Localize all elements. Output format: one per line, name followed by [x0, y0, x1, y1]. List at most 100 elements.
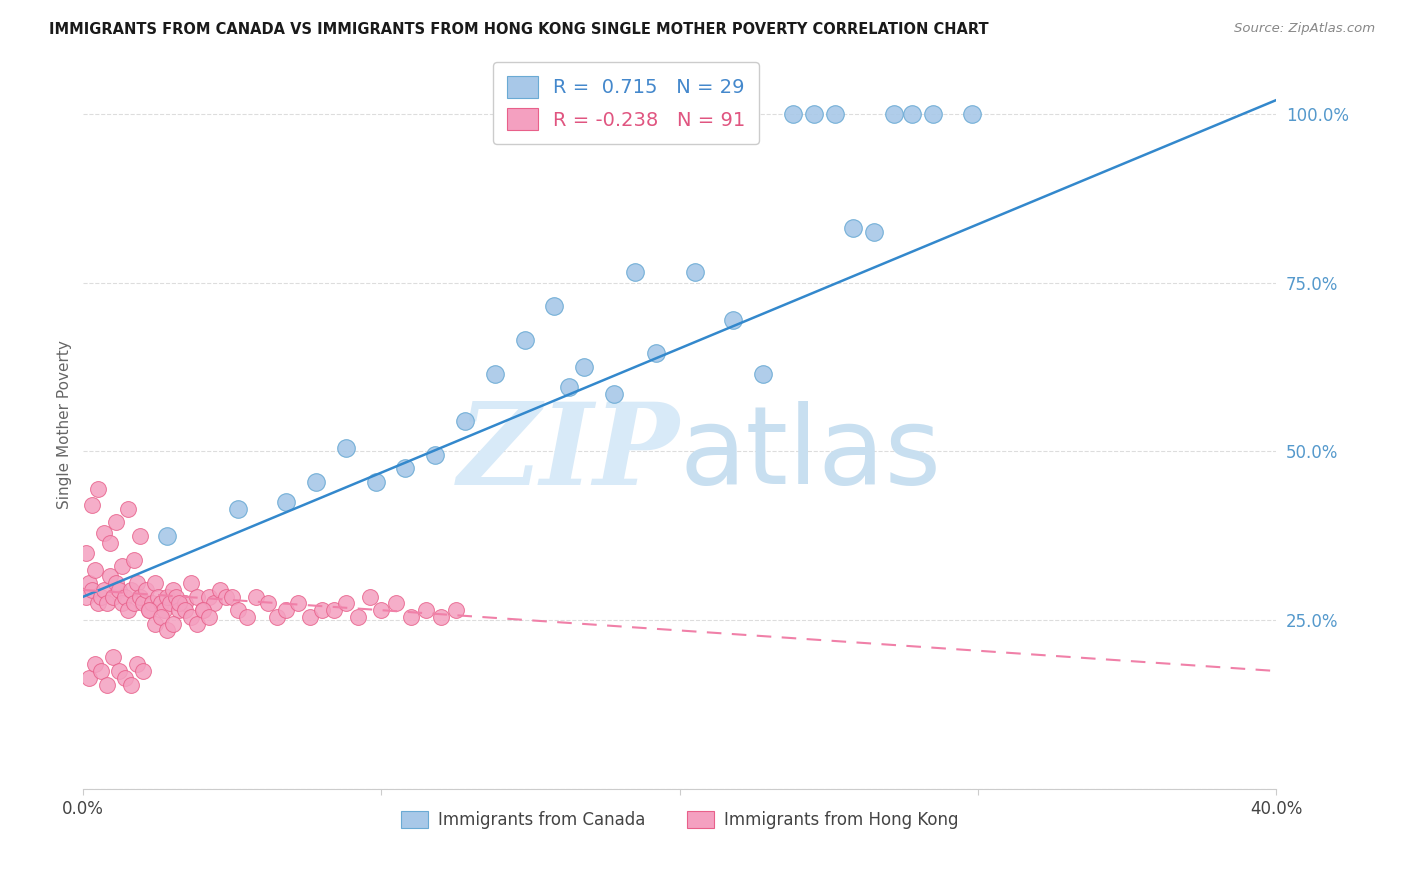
Point	[370, 603, 392, 617]
Point	[359, 590, 381, 604]
Text: atlas: atlas	[679, 401, 942, 507]
Point	[191, 603, 214, 617]
Point	[82, 499, 104, 513]
Point	[96, 596, 118, 610]
Point	[101, 650, 124, 665]
Point	[101, 590, 124, 604]
Point	[415, 603, 437, 617]
Point	[135, 582, 157, 597]
Point	[228, 603, 250, 617]
Point	[186, 616, 208, 631]
Point	[215, 590, 238, 604]
Point	[364, 475, 387, 489]
Point	[141, 596, 163, 610]
Point	[156, 624, 179, 638]
Point	[87, 482, 110, 496]
Point	[385, 596, 408, 610]
Point	[574, 359, 596, 374]
Point	[125, 576, 148, 591]
Point	[454, 414, 477, 428]
Point	[752, 367, 775, 381]
Point	[197, 610, 219, 624]
Point	[138, 603, 160, 617]
Point	[257, 596, 280, 610]
Point	[149, 610, 172, 624]
Point	[122, 596, 145, 610]
Point	[558, 380, 581, 394]
Point	[159, 596, 181, 610]
Point	[180, 576, 202, 591]
Point	[132, 664, 155, 678]
Point	[90, 590, 112, 604]
Point	[960, 106, 983, 120]
Point	[346, 610, 368, 624]
Point	[143, 616, 166, 631]
Point	[162, 616, 184, 631]
Point	[266, 610, 288, 624]
Point	[305, 475, 328, 489]
Point	[129, 529, 152, 543]
Point	[96, 677, 118, 691]
Point	[162, 582, 184, 597]
Point	[173, 603, 195, 617]
Point	[236, 610, 259, 624]
Point	[603, 387, 626, 401]
Point	[114, 590, 136, 604]
Point	[311, 603, 333, 617]
Point	[146, 590, 169, 604]
Point	[298, 610, 321, 624]
Point	[75, 590, 97, 604]
Point	[274, 495, 297, 509]
Point	[543, 299, 565, 313]
Point	[430, 610, 453, 624]
Point	[98, 535, 121, 549]
Legend: Immigrants from Canada, Immigrants from Hong Kong: Immigrants from Canada, Immigrants from …	[395, 804, 965, 836]
Point	[274, 603, 297, 617]
Text: Source: ZipAtlas.com: Source: ZipAtlas.com	[1234, 22, 1375, 36]
Text: IMMIGRANTS FROM CANADA VS IMMIGRANTS FROM HONG KONG SINGLE MOTHER POVERTY CORREL: IMMIGRANTS FROM CANADA VS IMMIGRANTS FRO…	[49, 22, 988, 37]
Point	[82, 582, 104, 597]
Point	[444, 603, 467, 617]
Point	[228, 501, 250, 516]
Point	[394, 461, 416, 475]
Point	[186, 590, 208, 604]
Point	[644, 346, 666, 360]
Point	[191, 603, 214, 617]
Point	[425, 448, 447, 462]
Point	[335, 441, 357, 455]
Point	[90, 664, 112, 678]
Point	[401, 610, 423, 624]
Point	[111, 596, 134, 610]
Point	[221, 590, 243, 604]
Point	[245, 590, 267, 604]
Point	[484, 367, 506, 381]
Point	[922, 106, 945, 120]
Point	[287, 596, 309, 610]
Point	[165, 590, 187, 604]
Point	[122, 552, 145, 566]
Point	[167, 596, 190, 610]
Point	[77, 671, 100, 685]
Point	[153, 603, 176, 617]
Point	[335, 596, 357, 610]
Point	[125, 657, 148, 672]
Point	[204, 596, 226, 610]
Point	[156, 590, 179, 604]
Point	[803, 106, 825, 120]
Point	[120, 582, 142, 597]
Point	[841, 221, 863, 235]
Point	[824, 106, 846, 120]
Point	[77, 576, 100, 591]
Point	[93, 582, 115, 597]
Point	[108, 582, 131, 597]
Point	[105, 576, 128, 591]
Point	[173, 596, 195, 610]
Point	[901, 106, 924, 120]
Point	[84, 563, 107, 577]
Point	[149, 596, 172, 610]
Point	[117, 603, 139, 617]
Point	[117, 501, 139, 516]
Point	[143, 576, 166, 591]
Point	[862, 225, 884, 239]
Point	[723, 312, 745, 326]
